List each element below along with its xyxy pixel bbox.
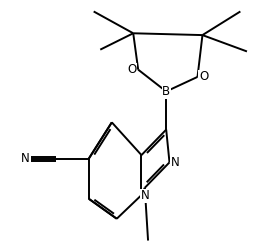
- Text: O: O: [128, 63, 137, 76]
- Text: N: N: [21, 152, 30, 165]
- Text: N: N: [171, 156, 180, 169]
- Text: O: O: [199, 70, 208, 83]
- Text: N: N: [140, 189, 149, 202]
- Text: B: B: [162, 85, 170, 98]
